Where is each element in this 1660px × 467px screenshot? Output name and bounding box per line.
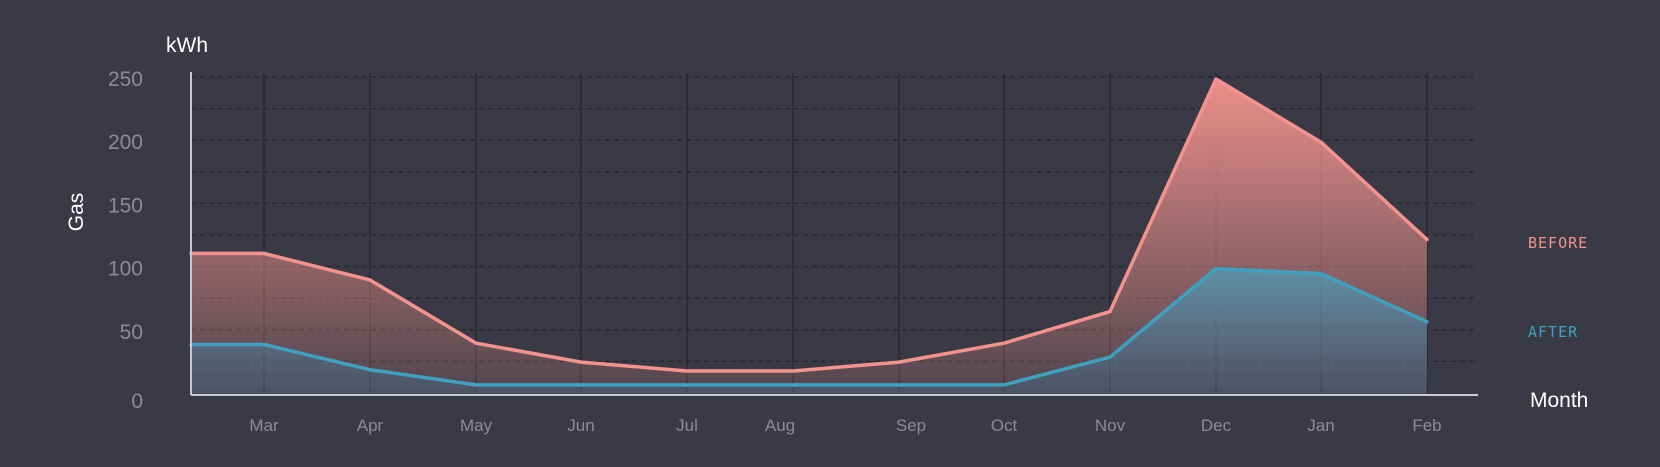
data-point-after-Jun	[579, 383, 583, 387]
data-point-before-Jan	[1319, 140, 1323, 144]
data-point-after-Aug	[791, 383, 795, 387]
data-point-before-May	[474, 341, 478, 345]
data-point-before-Sep	[897, 360, 901, 364]
data-point-after-Jan	[1319, 272, 1323, 276]
data-point-after-Jul	[685, 383, 689, 387]
series-lines	[189, 77, 1429, 387]
data-point-before-Nov	[1108, 310, 1112, 314]
data-point-after-Mar	[262, 342, 266, 346]
x-tick-label: Sep	[896, 416, 926, 435]
y-tick-label: 50	[120, 321, 143, 344]
data-point-before-Aug	[791, 369, 795, 373]
legend-label-after: AFTER	[1528, 323, 1578, 341]
y-axis-title: Gas	[65, 193, 88, 232]
x-tick-label: Dec	[1201, 416, 1232, 435]
y-tick-labels: 0 50 100 150 200 250	[108, 68, 143, 413]
y-tick-label: 0	[131, 390, 143, 413]
x-tick-label: Mar	[249, 416, 279, 435]
x-tick-label: Aug	[765, 416, 795, 435]
data-point-after-Oct	[1002, 383, 1006, 387]
data-point-before-Oct	[1002, 341, 1006, 345]
x-tick-label: Apr	[357, 416, 384, 435]
x-tick-label: Feb	[1412, 416, 1441, 435]
axes	[190, 72, 1478, 396]
data-point-before-Jun	[579, 360, 583, 364]
series-areas	[191, 79, 1427, 395]
data-point-before-Mar	[262, 251, 266, 255]
x-axis-title: Month	[1530, 389, 1588, 412]
data-point-after-Dec	[1214, 267, 1218, 271]
x-tick-label: May	[460, 416, 493, 435]
y-tick-label: 150	[108, 194, 143, 217]
data-point-before-Feb	[1425, 238, 1429, 242]
x-tick-label: Nov	[1095, 416, 1126, 435]
y-tick-label: 200	[108, 131, 143, 154]
y-unit-label: kWh	[166, 34, 208, 57]
data-point-before-Dec	[1214, 77, 1218, 81]
data-point-after-Sep	[897, 383, 901, 387]
data-point-before-Apr	[368, 278, 372, 282]
x-tick-label: Jul	[676, 416, 698, 435]
legend-label-before: BEFORE	[1528, 234, 1588, 252]
data-point-after-May	[474, 383, 478, 387]
x-tick-label: Jan	[1307, 416, 1334, 435]
data-point-before-Jul	[685, 369, 689, 373]
data-point-after-Nov	[1108, 355, 1112, 359]
series-area-after	[191, 268, 1427, 395]
x-tick-labels: Mar Apr May Jun Jul Aug Sep Oct Nov Dec Jan Feb	[249, 416, 1441, 435]
x-tick-label: Oct	[991, 416, 1018, 435]
y-tick-label: 100	[108, 258, 143, 281]
data-point-after-Feb	[1425, 320, 1429, 324]
series-area-before	[191, 79, 1427, 395]
data-point-after-Apr	[368, 368, 372, 372]
y-tick-label: 250	[108, 68, 143, 91]
legend: BEFORE AFTER	[1528, 234, 1588, 341]
x-tick-label: Jun	[567, 416, 594, 435]
